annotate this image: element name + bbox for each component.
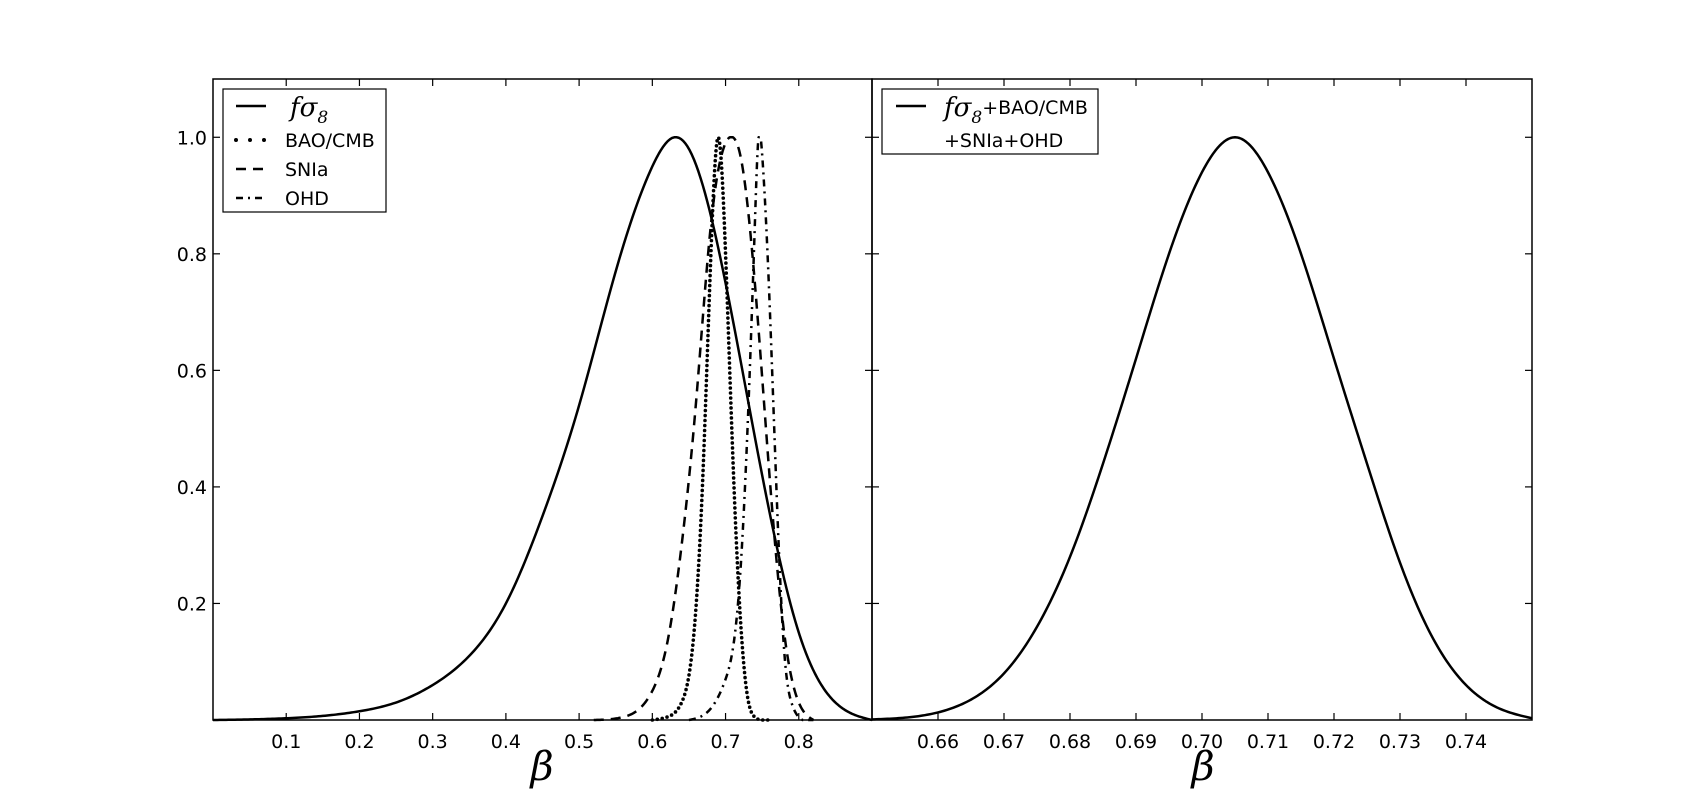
legend-label-combined-line2: +SNIa+OHD: [944, 130, 1063, 152]
right-y-ticks: [872, 136, 1532, 605]
left-series-line-snia: [593, 136, 815, 722]
right-x-tick-label: 0.68: [1049, 731, 1091, 753]
left-curves: [212, 135, 873, 722]
left-legend: fσ8 BAO/CMB SNIa OHD: [222, 88, 387, 213]
left-x-tick-label: 0.4: [491, 731, 521, 753]
left-x-tick-label: 0.2: [344, 731, 374, 753]
left-y-ticks: 0.2 0.4 0.6 0.8 1.0: [177, 127, 872, 615]
legend-label-ohd: OHD: [285, 188, 329, 210]
right-legend-box: [881, 88, 1099, 155]
right-x-tick-label: 0.73: [1379, 731, 1421, 753]
left-y-tick-label: 0.6: [177, 360, 207, 382]
left-x-tick-label: 0.5: [564, 731, 594, 753]
legend-label-combined-line1: fσ8+BAO/CMB: [942, 93, 1088, 128]
right-legend: fσ8+BAO/CMB +SNIa+OHD: [881, 88, 1099, 155]
right-x-tick-label: 0.67: [983, 731, 1025, 753]
right-x-tick-label: 0.66: [917, 731, 959, 753]
right-x-axis-label: β: [1189, 744, 1214, 790]
left-y-tick-label: 1.0: [177, 127, 207, 149]
left-y-tick-label: 0.8: [177, 244, 207, 266]
left-x-tick-label: 0.3: [418, 731, 448, 753]
right-x-tick-label: 0.72: [1313, 731, 1355, 753]
left-x-tick-label: 0.1: [271, 731, 301, 753]
left-panel: 0.1 0.2 0.3 0.4 0.5 0.6 0.7 0.8 0.2 0.4 0.6 0.8 1.0…: [177, 78, 873, 790]
right-panel: 0.66 0.67 0.68 0.69 0.70 0.71 0.72 0.73 0.74 β f…: [871, 78, 1533, 790]
left-x-tick-label: 0.7: [710, 731, 740, 753]
legend-label-fsigma8: fσ8: [288, 93, 328, 128]
left-series-line-f-8: [212, 136, 873, 722]
right-curves: [871, 136, 1533, 721]
right-x-tick-label: 0.69: [1115, 731, 1157, 753]
left-legend-box: [222, 88, 387, 213]
right-x-tick-label: 0.74: [1445, 731, 1487, 753]
right-x-tick-label: 0.70: [1181, 731, 1223, 753]
left-series-line-bao-cmb: [650, 135, 772, 722]
left-x-axis-label: β: [528, 744, 553, 790]
left-x-tick-label: 0.8: [784, 731, 814, 753]
left-y-tick-label: 0.2: [177, 593, 207, 615]
right-x-tick-label: 0.71: [1247, 731, 1289, 753]
right-x-ticks: 0.66 0.67 0.68 0.69 0.70 0.71 0.72 0.73 0.74: [917, 79, 1487, 753]
left-y-tick-label: 0.4: [177, 477, 207, 499]
right-series-line-f-8: [871, 136, 1533, 721]
left-x-tick-label: 0.6: [637, 731, 667, 753]
legend-label-snia: SNIa: [285, 159, 329, 181]
left-x-ticks: 0.1 0.2 0.3 0.4 0.5 0.6 0.7 0.8: [271, 79, 814, 753]
left-series-line-ohd: [688, 136, 815, 722]
right-plot-frame: [871, 78, 1533, 721]
legend-label-bao-cmb: BAO/CMB: [285, 130, 375, 152]
